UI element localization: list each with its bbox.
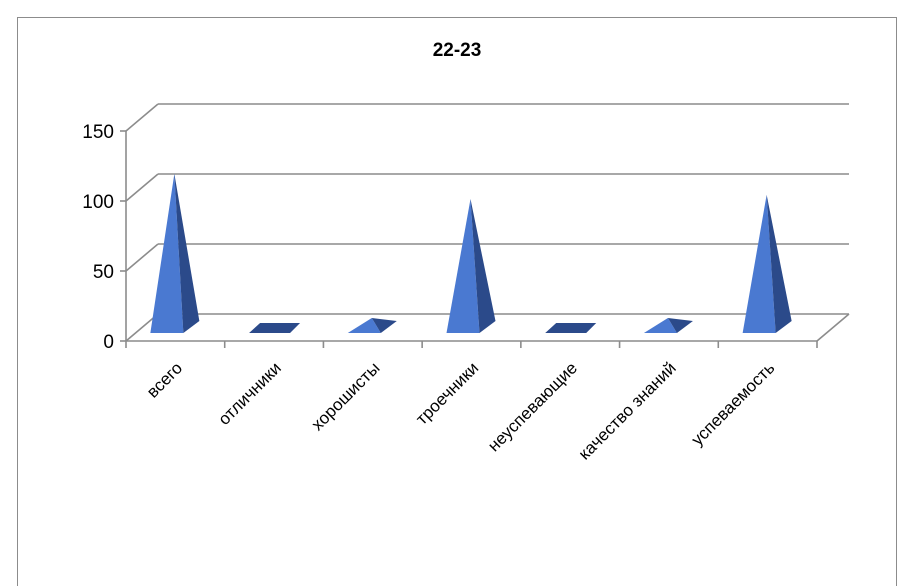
- pyramid-bar: [150, 173, 200, 333]
- pyramid-front-face: [742, 194, 776, 333]
- floor-edge: [816, 313, 850, 342]
- bars-layer: [150, 173, 792, 333]
- x-category-label: хорошисты: [308, 358, 384, 434]
- pyramid-side-face: [371, 318, 397, 333]
- y-tick-label: 0: [103, 332, 114, 353]
- pyramid-bar: [545, 323, 597, 333]
- pyramid-bar: [643, 318, 693, 333]
- chart-title: 22-23: [433, 40, 482, 61]
- y-tick-label: 50: [93, 262, 114, 283]
- pyramid-side-face: [667, 318, 693, 333]
- pyramid-bar: [249, 323, 301, 333]
- gridline-diagonal: [125, 243, 159, 272]
- y-tick-label: 100: [82, 192, 114, 213]
- pyramid-front-face: [446, 199, 480, 333]
- pyramid-bar: [347, 318, 397, 333]
- pyramid-side-face: [766, 194, 792, 333]
- grid-layer: [120, 103, 850, 348]
- x-category-label: успеваемость: [688, 358, 779, 449]
- pyramid-bar: [446, 199, 496, 333]
- pyramid-front-face: [150, 173, 184, 333]
- pyramid-base: [545, 323, 597, 333]
- pyramid-base: [249, 323, 301, 333]
- x-category-label: троечники: [412, 358, 482, 428]
- x-category-label: отличники: [214, 358, 284, 428]
- pyramid-front-face: [347, 318, 381, 333]
- x-category-label: всего: [143, 358, 186, 401]
- x-category-label: качество знаний: [575, 358, 680, 463]
- gridline-diagonal: [125, 103, 159, 132]
- y-tick-label: 150: [82, 122, 114, 143]
- pyramid-bar: [742, 194, 792, 333]
- x-category-label: неуспевающие: [484, 358, 581, 455]
- pyramid-side-face: [174, 173, 200, 333]
- gridline-diagonal: [125, 173, 159, 202]
- pyramid-side-face: [470, 199, 496, 333]
- pyramid-front-face: [643, 318, 677, 333]
